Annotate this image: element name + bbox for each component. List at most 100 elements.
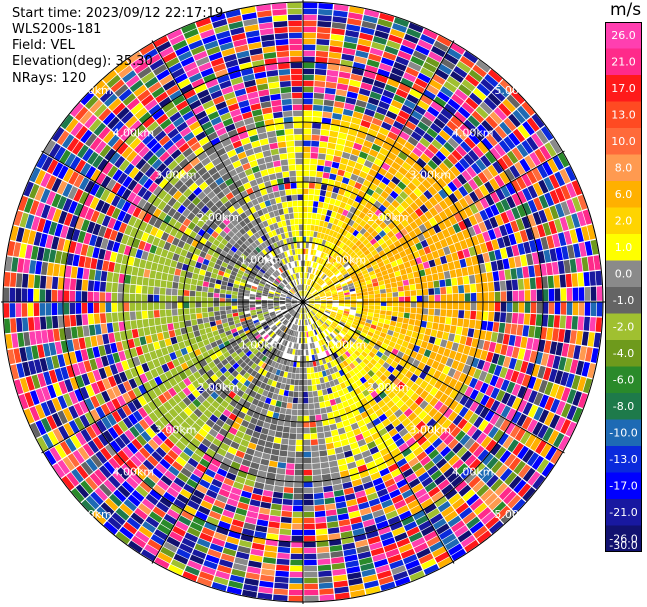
velocity-gate [368, 426, 378, 435]
velocity-gate [543, 207, 554, 222]
velocity-gate [375, 272, 383, 278]
velocity-gate [197, 376, 206, 385]
velocity-gate [327, 263, 333, 270]
velocity-gate [584, 241, 593, 256]
velocity-gate [559, 274, 566, 288]
velocity-gate [222, 547, 237, 557]
velocity-gate [25, 346, 33, 361]
velocity-gate [208, 282, 215, 288]
velocity-gate [147, 286, 154, 295]
velocity-gate [480, 155, 492, 168]
velocity-gate [432, 273, 439, 281]
velocity-gate [361, 568, 376, 577]
velocity-gate [461, 79, 476, 92]
velocity-gate [422, 62, 437, 73]
velocity-gate [401, 161, 412, 171]
velocity-gate [65, 438, 77, 452]
velocity-gate [268, 366, 274, 373]
velocity-gate [410, 296, 417, 302]
velocity-gate [289, 360, 294, 367]
velocity-gate [147, 204, 157, 215]
velocity-gate [282, 396, 288, 403]
velocity-gate [294, 469, 303, 476]
velocity-gate [554, 370, 564, 385]
velocity-gate [512, 128, 526, 143]
velocity-gate [168, 267, 176, 275]
velocity-gate [178, 224, 187, 233]
velocity-gate [109, 364, 119, 375]
velocity-gate [558, 356, 567, 371]
velocity-gate [334, 416, 342, 423]
velocity-gate [220, 289, 226, 294]
velocity-gate [322, 172, 330, 179]
velocity-gate [304, 529, 316, 536]
velocity-gate [463, 119, 476, 132]
velocity-gate [500, 291, 507, 302]
velocity-gate [416, 302, 423, 308]
velocity-gate [441, 173, 452, 185]
velocity-gate [503, 490, 517, 505]
velocity-gate [66, 472, 80, 487]
velocity-gate [316, 534, 328, 541]
velocity-gate [478, 370, 488, 382]
velocity-gate [314, 304, 320, 307]
velocity-gate [162, 193, 172, 204]
velocity-gate [451, 360, 460, 370]
velocity-gate [339, 470, 350, 478]
velocity-gate [388, 105, 400, 115]
velocity-gate [190, 313, 197, 320]
velocity-gate [278, 413, 286, 420]
velocity-gate [260, 278, 267, 283]
velocity-gate [313, 256, 318, 262]
velocity-gate [215, 570, 230, 580]
velocity-gate [129, 284, 136, 294]
velocity-gate [417, 493, 431, 504]
velocity-gate [242, 323, 249, 329]
velocity-gate [349, 6, 364, 15]
velocity-gate [247, 360, 254, 367]
velocity-gate [243, 401, 252, 409]
velocity-gate [297, 307, 301, 313]
velocity-gate [355, 433, 364, 442]
velocity-gate [362, 518, 376, 528]
velocity-gate [387, 204, 396, 213]
velocity-gate [521, 374, 531, 387]
velocity-gate [417, 39, 433, 51]
velocity-gate [207, 297, 214, 302]
velocity-gate [383, 258, 390, 265]
velocity-gate [466, 493, 480, 506]
velocity-gate [228, 278, 235, 284]
velocity-gate [83, 360, 92, 373]
velocity-gate [160, 249, 169, 258]
velocity-gate [237, 298, 244, 302]
velocity-gate [273, 387, 280, 395]
velocity-gate [293, 499, 303, 506]
velocity-gate [339, 65, 352, 73]
velocity-gate [506, 381, 516, 394]
velocity-gate [29, 331, 37, 346]
velocity-gate [290, 421, 297, 428]
velocity-gate [122, 392, 132, 404]
velocity-gate [443, 81, 457, 93]
velocity-gate [59, 149, 71, 164]
velocity-gate [219, 293, 226, 298]
velocity-gate [383, 217, 392, 226]
velocity-gate [352, 222, 359, 229]
velocity-gate [449, 325, 457, 334]
velocity-gate [153, 302, 160, 310]
velocity-gate [319, 326, 324, 332]
velocity-gate [215, 418, 225, 428]
velocity-gate [359, 320, 366, 326]
velocity-gate [137, 267, 145, 277]
velocity-gate [361, 341, 368, 348]
velocity-gate [361, 206, 370, 215]
velocity-gate [203, 364, 211, 373]
velocity-gate [506, 394, 517, 408]
velocity-gate [124, 274, 131, 284]
velocity-gate [394, 171, 404, 181]
velocity-gate [271, 341, 277, 347]
velocity-gate [325, 87, 336, 95]
velocity-gate [319, 308, 325, 312]
velocity-gate [292, 349, 296, 355]
velocity-gate [499, 450, 512, 464]
